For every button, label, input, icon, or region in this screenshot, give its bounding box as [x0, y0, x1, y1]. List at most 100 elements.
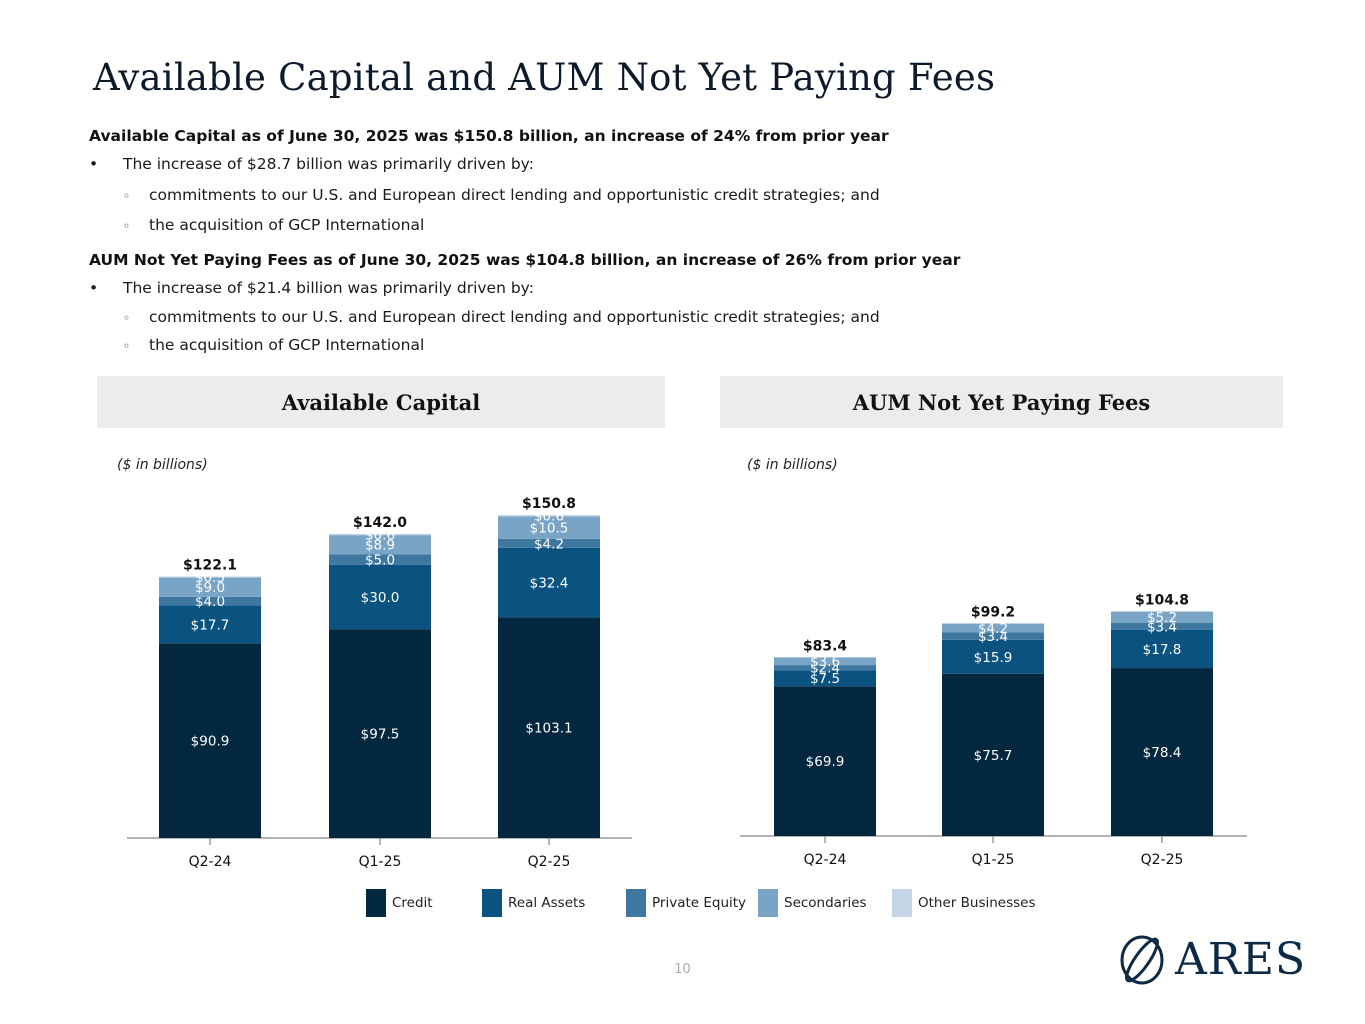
bar-segment-credit: [159, 643, 261, 838]
sub-bullet-text: commitments to our U.S. and European dir…: [149, 186, 880, 204]
legend-label: Credit: [392, 895, 433, 911]
sub-bullet-marker: ◦: [123, 311, 131, 325]
bar-segment-secondaries: [774, 657, 876, 666]
x-tick-label: Q1-25: [972, 852, 1015, 868]
bar-segment-private-equity: [774, 665, 876, 671]
x-tick-label: Q2-25: [528, 854, 571, 870]
segment-value-label: $69.9: [806, 754, 845, 770]
ares-logo: [1120, 935, 1164, 985]
bullet-marker: •: [89, 279, 99, 297]
legend-item-secondaries: Secondaries: [758, 889, 867, 917]
legend-swatch: [758, 889, 778, 917]
bar-segment-secondaries: [498, 516, 600, 539]
x-tick-label: Q2-24: [189, 854, 232, 870]
segment-value-label: $9.0: [195, 580, 225, 596]
bar-segment-private-equity: [159, 596, 261, 606]
page-number: 10: [674, 962, 691, 977]
ares-globe-icon: [1120, 935, 1164, 985]
segment-value-label: $3.4: [978, 629, 1008, 645]
legend-item-private-equity: Private Equity: [626, 889, 746, 917]
sub-bullet-text: commitments to our U.S. and European dir…: [149, 308, 880, 326]
bar-segment-credit: [329, 629, 431, 838]
bar-segment-private-equity: [329, 554, 431, 565]
bar-segment-credit: [1111, 668, 1213, 836]
bar-total-label: $104.8: [1135, 593, 1189, 609]
segment-value-label: $0.6: [365, 527, 395, 543]
bar-total-label: $83.4: [803, 638, 848, 654]
bar-segment-private-equity: [942, 632, 1044, 640]
segment-value-label: $103.1: [525, 721, 572, 737]
bar-segment-secondaries: [942, 623, 1044, 633]
bar-segment-real-assets: [159, 605, 261, 644]
sub-bullet-item: ◦ the acquisition of GCP International: [123, 216, 424, 234]
legend-swatch: [482, 889, 502, 917]
bar-segment-real-assets: [329, 564, 431, 630]
bar-segment-real-assets: [942, 639, 1044, 674]
units-note: ($ in billions): [117, 457, 208, 473]
segment-value-label: $15.9: [974, 650, 1013, 666]
available-capital-heading: Available Capital as of June 30, 2025 wa…: [89, 127, 889, 145]
bar-segment-other-businesses: [498, 515, 600, 517]
segment-value-label: $30.0: [361, 590, 400, 606]
sub-bullet-item: ◦ the acquisition of GCP International: [123, 336, 424, 354]
segment-value-label: $90.9: [191, 734, 230, 750]
sub-bullet-text: the acquisition of GCP International: [149, 336, 425, 354]
bar-segment-private-equity: [1111, 622, 1213, 630]
segment-value-label: $10.5: [530, 521, 569, 537]
legend-label: Other Businesses: [918, 895, 1036, 911]
sub-bullet-marker: ◦: [123, 339, 131, 353]
aum-nypf-heading: AUM Not Yet Paying Fees as of June 30, 2…: [89, 251, 961, 269]
segment-value-label: $4.0: [195, 594, 225, 610]
bar-total-label: $99.2: [971, 605, 1015, 621]
segment-value-label: $75.7: [974, 748, 1013, 764]
legend-item-real-assets: Real Assets: [482, 889, 585, 917]
segment-value-label: $3.4: [1147, 619, 1177, 635]
sub-bullet-text: the acquisition of GCP International: [149, 216, 425, 234]
segment-value-label: $0.5: [195, 570, 225, 586]
legend-label: Real Assets: [508, 895, 586, 911]
bar-segment-real-assets: [774, 670, 876, 687]
segment-value-label: $32.4: [530, 575, 569, 591]
bullet-item: • The increase of $28.7 billion was prima…: [89, 155, 534, 173]
bar-segment-real-assets: [498, 547, 600, 618]
segment-value-label: $78.4: [1143, 745, 1182, 761]
x-tick-label: Q2-24: [804, 852, 847, 868]
legend-item-other-businesses: Other Businesses: [892, 889, 1036, 917]
x-tick-label: Q1-25: [359, 854, 402, 870]
bullet-marker: •: [89, 155, 99, 173]
segment-value-label: $97.5: [361, 727, 400, 743]
ares-logo-text: ARES: [1175, 934, 1307, 985]
aum-nypf-panel-title: AUM Not Yet Paying Fees: [720, 376, 1283, 428]
bar-segment-secondaries: [329, 535, 431, 555]
bullet-item: • The increase of $21.4 billion was prima…: [89, 279, 534, 297]
sub-bullet-marker: ◦: [123, 189, 131, 203]
available-capital-panel-title: Available Capital: [97, 376, 665, 428]
segment-value-label: $17.8: [1143, 642, 1182, 658]
segment-value-label: $4.2: [978, 621, 1008, 637]
sub-bullet-marker: ◦: [123, 219, 131, 233]
bar-total-label: $122.1: [183, 557, 237, 573]
bar-total-label: $150.8: [522, 496, 576, 512]
chart-legend: Credit Real Assets Private Equity Secondari…: [0, 889, 1365, 919]
bar-total-label: $142.0: [353, 515, 407, 531]
bullet-text: The increase of $28.7 billion was primar…: [123, 155, 534, 173]
segment-value-label: $5.0: [365, 553, 395, 569]
segment-value-label: $3.6: [810, 654, 840, 670]
segment-value-label: $4.2: [534, 536, 564, 552]
segment-value-label: $8.9: [365, 538, 395, 554]
x-tick-label: Q2-25: [1141, 852, 1184, 868]
bar-segment-secondaries: [159, 577, 261, 597]
segment-value-label: $0.6: [534, 509, 564, 525]
segment-value-label: $7.5: [810, 671, 840, 687]
bar-segment-private-equity: [498, 538, 600, 548]
sub-bullet-item: ◦ commitments to our U.S. and European di…: [123, 308, 880, 326]
segment-value-label: $5.2: [1147, 610, 1177, 626]
bar-segment-credit: [942, 673, 1044, 836]
legend-swatch: [366, 889, 386, 917]
bar-segment-secondaries: [1111, 611, 1213, 623]
units-note: ($ in billions): [747, 457, 838, 473]
legend-item-credit: Credit: [366, 889, 433, 917]
bar-segment-credit: [498, 617, 600, 838]
bar-segment-credit: [774, 686, 876, 836]
